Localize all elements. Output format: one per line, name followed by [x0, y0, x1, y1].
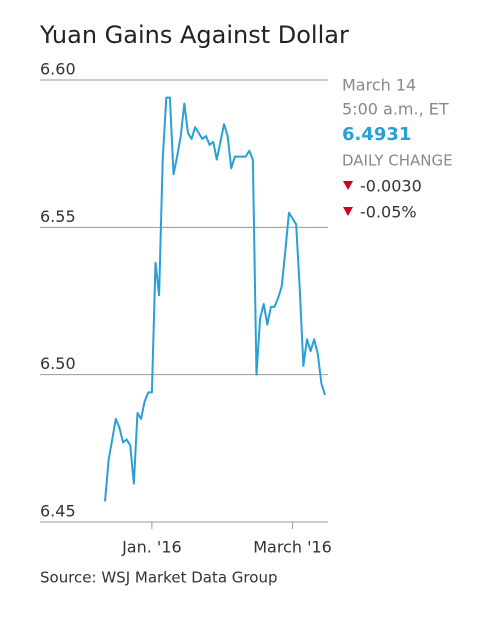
latest-value: 6.4931	[342, 124, 411, 145]
change-value: -0.0030	[360, 177, 422, 196]
annotation-date: March 14	[342, 76, 416, 95]
line-series	[104, 96, 326, 502]
change-percent: -0.05%	[360, 203, 417, 222]
x-tick-label: March '16	[253, 538, 332, 557]
source: Source: WSJ Market Data Group	[40, 569, 277, 587]
change-heading: DAILY CHANGE	[342, 152, 453, 170]
y-tick-label: 6.60	[40, 60, 76, 79]
down-arrow	[343, 207, 353, 216]
y-tick-label: 6.45	[40, 502, 76, 521]
annotation-time: 5:00 a.m., ET	[342, 100, 449, 119]
y-tick-label: 6.55	[40, 207, 76, 226]
chart-title: Yuan Gains Against Dollar	[39, 21, 349, 49]
down-arrow	[343, 181, 353, 190]
x-tick-label: Jan. '16	[121, 538, 182, 557]
y-tick-label: 6.50	[40, 354, 76, 373]
